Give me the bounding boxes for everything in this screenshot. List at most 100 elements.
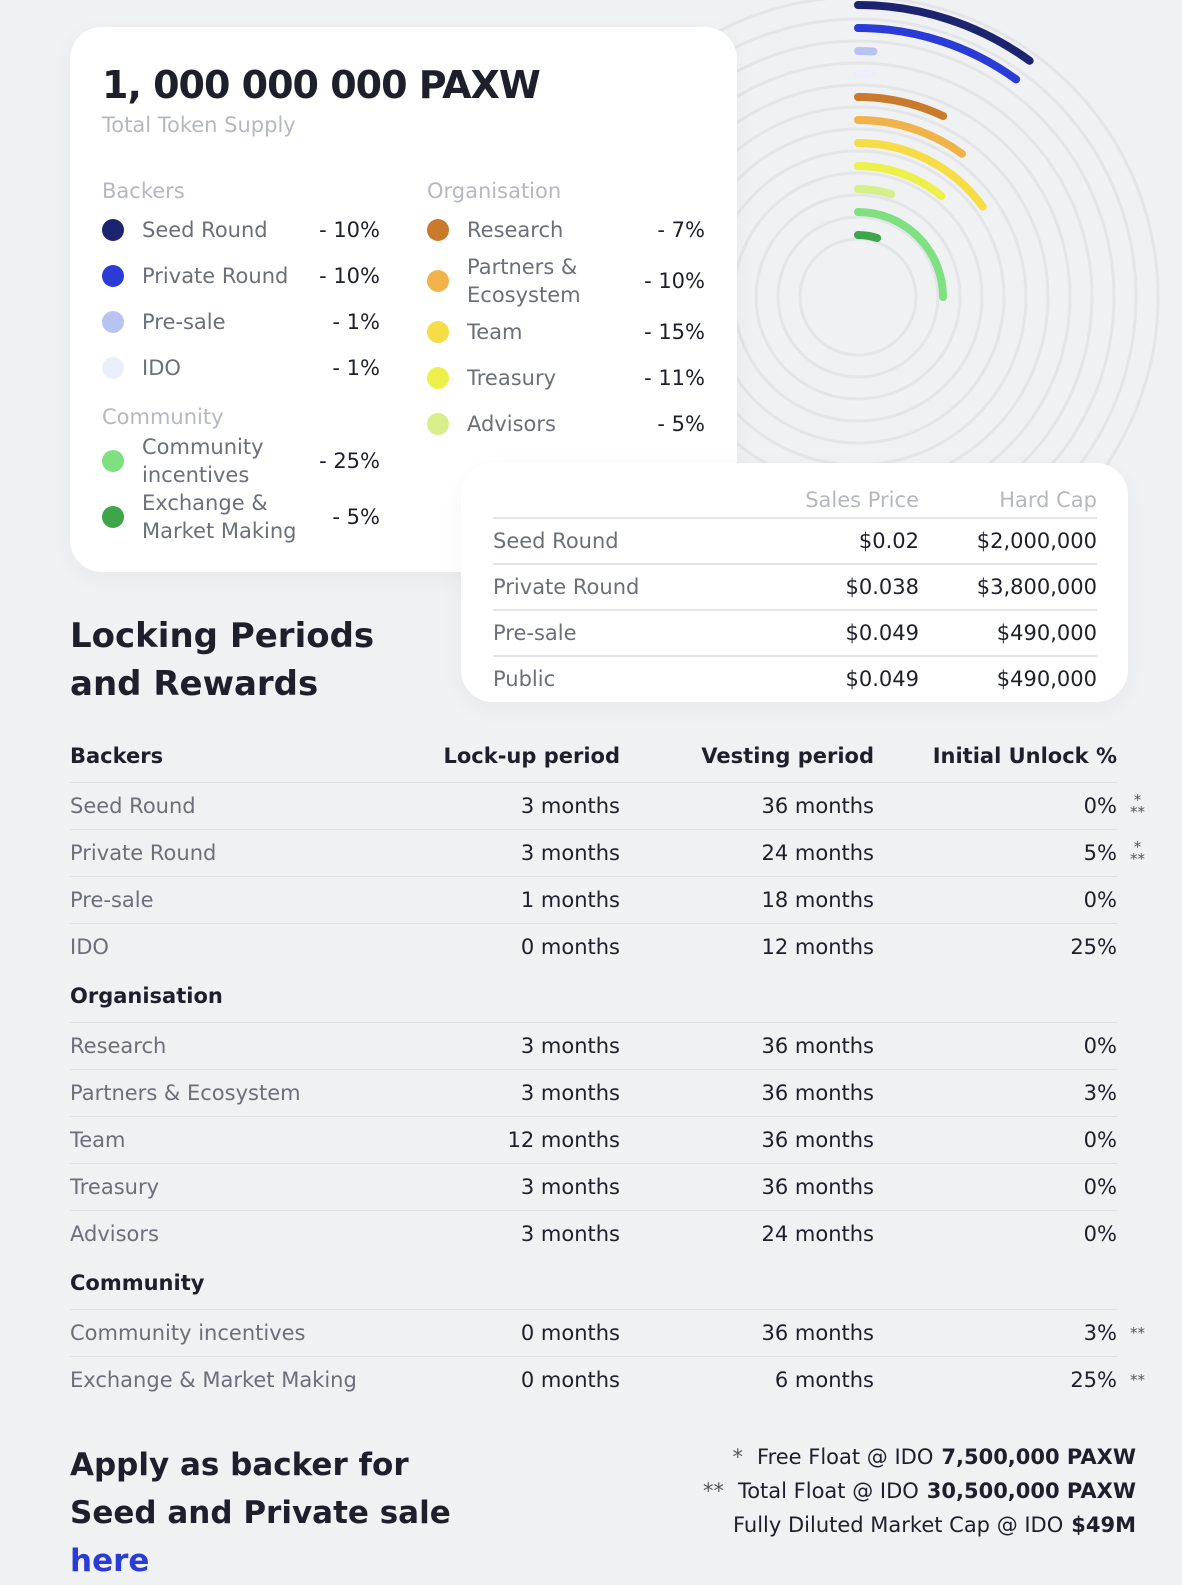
column-header: Initial Unlock %: [874, 744, 1117, 768]
lock-cell: 36 months: [620, 1081, 874, 1105]
lock-cell: Exchange & Market Making: [70, 1368, 420, 1392]
ring: [778, 217, 938, 377]
lock-cell: 0 months: [420, 1368, 620, 1392]
column-header: Hard Cap: [919, 488, 1097, 512]
lock-cell: Private Round: [70, 841, 420, 865]
sales-cell: $490,000: [919, 667, 1097, 691]
lock-cell: Pre-sale: [70, 888, 420, 912]
sales-cell: $2,000,000: [919, 529, 1097, 553]
legend-name: Private Round: [142, 262, 317, 290]
ring: [756, 195, 960, 399]
column-header: Lock-up period: [420, 744, 620, 768]
apply-text: Apply as backer for Seed and Private sal…: [70, 1441, 490, 1585]
lock-cell: 24 months: [620, 841, 874, 865]
lock-cell: 3 months: [420, 1081, 620, 1105]
lock-cell: 36 months: [620, 794, 874, 818]
sales-cell: $3,800,000: [919, 575, 1097, 599]
asterisk: **: [1130, 1327, 1145, 1339]
lock-cell: 0%: [874, 1128, 1117, 1152]
legend-item: Private Round- 10%: [102, 253, 380, 299]
legend-item: Community incentives- 25%: [102, 433, 380, 489]
legend-name: Seed Round: [142, 216, 317, 244]
lock-cell: 3 months: [420, 1175, 620, 1199]
legend-name: Pre-sale: [142, 308, 317, 336]
legend-name: Treasury: [467, 364, 617, 392]
sales-row: Private Round$0.038$3,800,000: [493, 563, 1097, 609]
group-title: Organisation: [70, 984, 420, 1008]
legend-item: Treasury - 11%: [427, 355, 705, 401]
legend-dot: [427, 367, 449, 389]
legend-item: Pre-sale - 1%: [102, 299, 380, 345]
lock-cell: 0%: [874, 1222, 1117, 1246]
legend-value: - 1%: [332, 310, 380, 334]
lock-cell: 25%: [874, 1368, 1117, 1392]
footnote-value: 30,500,000 PAXW: [927, 1479, 1136, 1503]
sales-cell: Private Round: [493, 575, 779, 599]
lock-cell: Research: [70, 1034, 420, 1058]
group-title: Community: [70, 1271, 420, 1295]
lock-cell: 3 months: [420, 1034, 620, 1058]
legend-dot: [102, 450, 124, 472]
sales-cell: $0.038: [779, 575, 919, 599]
footnote-text: Fully Diluted Market Cap @ IDO: [733, 1513, 1063, 1537]
legend-dot: [102, 311, 124, 333]
footnote-value: $49M: [1071, 1513, 1136, 1537]
group-title: Community: [102, 401, 380, 433]
section-title: Locking Periods and Rewards: [70, 612, 390, 708]
footnote-mark: **: [1130, 1374, 1145, 1386]
footnote-mark: ***: [1130, 794, 1145, 818]
sales-row: Pre-sale$0.049$490,000: [493, 609, 1097, 655]
asterisk: **: [1130, 806, 1145, 818]
lock-cell: 0%: [874, 1034, 1117, 1058]
asterisk: **: [1130, 1374, 1145, 1386]
lock-cell: 36 months: [620, 1128, 874, 1152]
lock-cell: Community incentives: [70, 1321, 420, 1345]
lock-cell: Partners & Ecosystem: [70, 1081, 420, 1105]
legend-name: Advisors: [467, 410, 617, 438]
legend-dot: [427, 321, 449, 343]
lock-cell: 36 months: [620, 1175, 874, 1199]
sales-cell: Pre-sale: [493, 621, 779, 645]
footnote-mark: **: [703, 1479, 724, 1503]
lock-cell: 0 months: [420, 1321, 620, 1345]
sales-cell: Seed Round: [493, 529, 779, 553]
legend-dot: [427, 413, 449, 435]
legend-item: Research- 7%: [427, 207, 705, 253]
legend-dot: [102, 506, 124, 528]
legend-name: Team: [467, 318, 617, 346]
legend-dot: [427, 270, 449, 292]
legend-item: Advisors - 5%: [427, 401, 705, 447]
sales-row: Seed Round$0.02$2,000,000: [493, 517, 1097, 563]
lock-cell: 36 months: [620, 1321, 874, 1345]
footnote-text: Free Float @ IDO: [757, 1445, 933, 1469]
legend-dot: [102, 265, 124, 287]
lock-cell: Treasury: [70, 1175, 420, 1199]
group-title: Backers: [102, 175, 380, 207]
lock-cell: 3%: [874, 1081, 1117, 1105]
lock-cell: IDO: [70, 935, 420, 959]
sales-cell: $0.049: [779, 621, 919, 645]
group-title: Organisation: [427, 175, 705, 207]
legend-value: - 10%: [644, 269, 705, 293]
footnote: Fully Diluted Market Cap @ IDO $49M: [703, 1508, 1136, 1542]
legend-name: Exchange & Market Making: [142, 489, 317, 545]
lock-cell: 12 months: [420, 1128, 620, 1152]
legend-value: - 5%: [657, 412, 705, 436]
lock-cell: Seed Round: [70, 794, 420, 818]
lock-cell: 3 months: [420, 794, 620, 818]
legend-item: Team- 15%: [427, 309, 705, 355]
legend-value: - 11%: [644, 366, 705, 390]
